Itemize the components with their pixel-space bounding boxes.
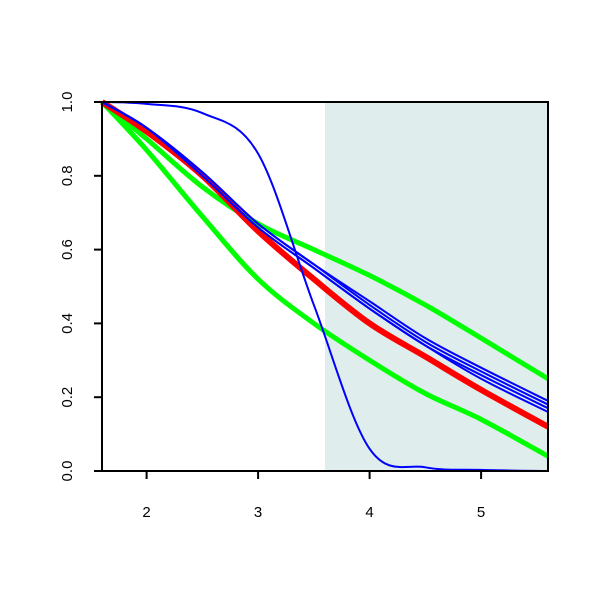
shaded-region [325,102,548,471]
x-tick-label: 2 [142,504,150,521]
series-line-1 [100,100,550,381]
y-tick-label: 0.2 [59,387,76,408]
series-line-8 [101,101,549,472]
series-line-6 [101,101,549,402]
series-line-2 [100,100,550,459]
y-tick-label: 0.4 [59,313,76,334]
y-tick-label: 1.0 [59,92,76,113]
shaded-region-layer [325,102,548,471]
y-tick-label: 0.8 [59,165,76,186]
x-tick-label: 4 [365,504,373,521]
x-tick-label: 5 [477,504,485,521]
y-tick-label: 0.0 [59,461,76,482]
series-line-7 [101,101,549,413]
axes-layer: 2 3 4 5 0.0 0.2 0.4 0.6 0.8 1.0 [59,92,549,521]
y-tick-label: 0.6 [59,239,76,260]
series-layer [100,99,550,472]
series-line-3 [100,99,550,430]
x-tick-label: 3 [254,504,262,521]
